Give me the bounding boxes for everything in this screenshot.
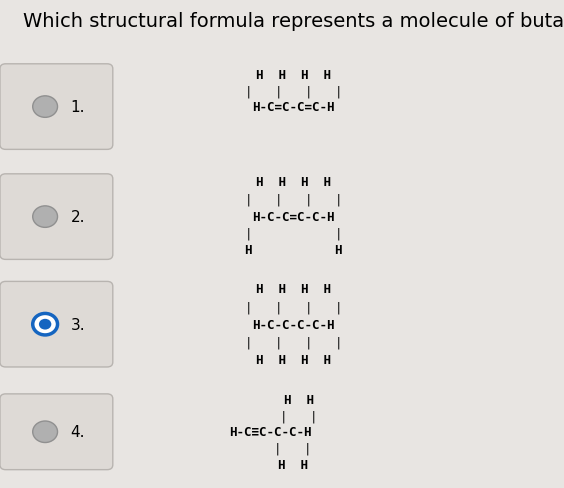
Text: H-C≡C-C-C-H: H-C≡C-C-C-H — [230, 426, 312, 438]
Text: |           |: | | — [245, 227, 342, 240]
Text: H  H  H  H: H H H H — [256, 176, 331, 188]
Circle shape — [33, 206, 58, 228]
Circle shape — [33, 97, 58, 118]
Text: 3.: 3. — [70, 317, 85, 332]
Circle shape — [39, 319, 51, 330]
Text: 1.: 1. — [70, 100, 85, 115]
Text: H  H  H  H: H H H H — [256, 283, 331, 296]
Text: H-C-C-C-C-H: H-C-C-C-C-H — [252, 318, 334, 331]
Circle shape — [33, 421, 58, 443]
Text: H  H  H  H: H H H H — [256, 69, 331, 82]
Text: H-C-C=C-C-H: H-C-C=C-C-H — [252, 211, 334, 224]
FancyBboxPatch shape — [0, 282, 113, 367]
Text: |   |: | | — [280, 410, 318, 423]
Text: |   |   |   |: | | | | — [245, 301, 342, 313]
Text: H-C=C-C=C-H: H-C=C-C=C-H — [252, 101, 334, 114]
Text: |   |: | | — [230, 442, 312, 454]
Text: |   |   |   |: | | | | — [245, 336, 342, 348]
FancyBboxPatch shape — [0, 174, 113, 260]
Text: 2.: 2. — [70, 210, 85, 224]
Text: H  H: H H — [233, 458, 308, 470]
Text: Which structural formula represents a molecule of butane?: Which structural formula represents a mo… — [23, 12, 564, 31]
Text: |   |   |   |: | | | | — [245, 85, 342, 98]
FancyBboxPatch shape — [0, 394, 113, 469]
FancyBboxPatch shape — [0, 65, 113, 150]
Text: 4.: 4. — [70, 425, 85, 439]
Text: H  H  H  H: H H H H — [256, 353, 331, 366]
Text: |   |   |   |: | | | | — [245, 193, 342, 206]
Text: H           H: H H — [245, 244, 342, 257]
Text: H  H: H H — [284, 394, 314, 407]
Circle shape — [33, 314, 58, 335]
